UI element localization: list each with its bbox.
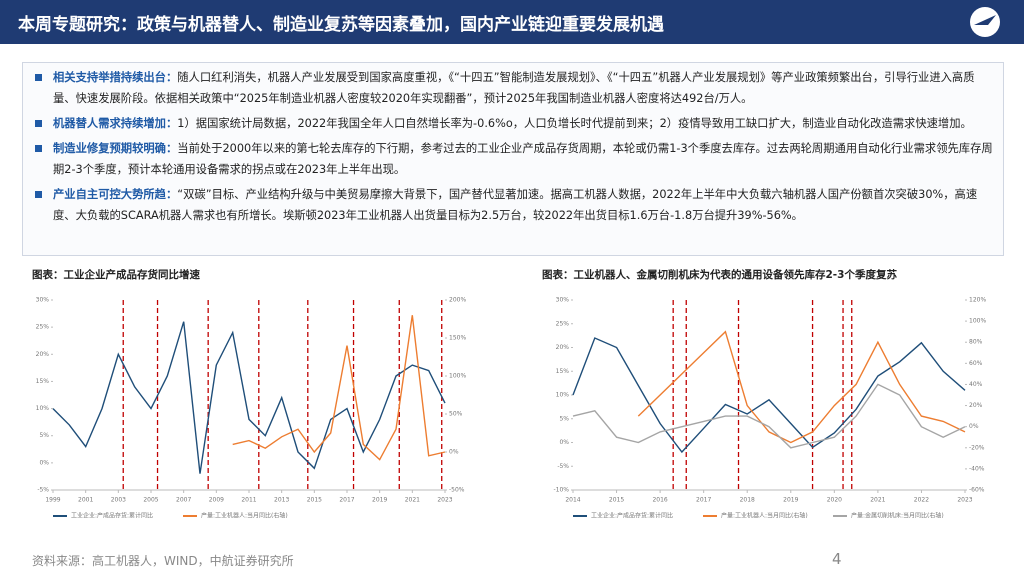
x-tick-label: 2005	[143, 497, 158, 504]
chart: -10% -5% 0% 5% 10% 15% 20% 25% 30% -60% -40% -20% 0%…	[553, 297, 986, 520]
x-tick-label: 2019	[783, 497, 798, 504]
y2-tick-label: -40%	[969, 465, 985, 472]
y2-tick-label: 40%	[969, 381, 983, 388]
page-number: 4	[832, 550, 842, 568]
y2-tick-label: 100%	[449, 373, 466, 380]
series-line	[52, 321, 446, 474]
y2-tick-label: -60%	[969, 487, 985, 494]
bullet: 相关支持举措持续出台：随人口红利消失，机器人产业发展受到国家高度重视，《“十四五…	[35, 67, 993, 109]
bullet-text: 随人口红利消失，机器人产业发展受到国家高度重视，《“十四五”智能制造发展规划》、…	[53, 71, 975, 105]
legend-label: 产量:工业机器人:当月同比(右轴)	[721, 512, 808, 520]
x-tick-label: 2021	[870, 497, 885, 504]
y-tick-label: 20%	[36, 351, 50, 358]
x-tick-label: 2023	[437, 497, 452, 504]
x-tick-label: 2007	[176, 497, 191, 504]
y2-tick-label: 120%	[969, 297, 986, 304]
title-bar: 本周专题研究：政策与机器替人、制造业复苏等因素叠加，国内产业链迎重要发展机遇	[0, 0, 1024, 44]
y-tick-label: 5%	[559, 415, 569, 422]
y2-tick-label: 50%	[449, 411, 463, 418]
chart-title: 图表：工业企业产成品存货同比增速	[32, 269, 200, 281]
bullet-text: 1）据国家统计局数据，2022年我国全年人口自然增长率为-0.6%o，人口负增长…	[177, 117, 972, 130]
y-tick-label: 15%	[36, 378, 50, 385]
bullet-heading: 制造业修复预期较明确：	[53, 142, 178, 155]
x-tick-label: 2017	[696, 497, 711, 504]
bullet-text: “双碳”目标、产业结构升级与中美贸易摩擦大背景下，国产替代显著加速。据高工机器人…	[53, 188, 978, 222]
x-tick-label: 1999	[45, 497, 60, 504]
series-line	[572, 337, 966, 454]
x-tick-label: 2001	[78, 497, 93, 504]
y-tick-label: 0%	[559, 439, 569, 446]
y-tick-label: 25%	[36, 324, 50, 331]
chart-title: 图表：工业机器人、金属切削机床为代表的通用设备领先库存2-3个季度复苏	[542, 269, 897, 281]
y-tick-label: 10%	[556, 392, 570, 399]
y-tick-label: 25%	[556, 320, 570, 327]
y-tick-label: -5%	[37, 487, 49, 494]
y2-tick-label: -50%	[449, 487, 465, 494]
source: 资料来源：高工机器人，WIND，中航证券研究所	[32, 554, 294, 568]
bullet-box: 相关支持举措持续出台：随人口红利消失，机器人产业发展受到国家高度重视，《“十四五…	[22, 62, 1004, 256]
y-tick-label: -5%	[557, 463, 569, 470]
bullet: 产业自主可控大势所趋：“双碳”目标、产业结构升级与中美贸易摩擦大背景下，国产替代…	[35, 184, 993, 226]
y-tick-label: 15%	[556, 368, 570, 375]
y2-tick-label: 200%	[449, 297, 466, 304]
y-tick-label: 30%	[556, 297, 570, 304]
x-tick-label: 2009	[209, 497, 224, 504]
y-tick-label: 20%	[556, 344, 570, 351]
x-tick-label: 2015	[307, 497, 322, 504]
series-line	[637, 330, 966, 444]
x-tick-label: 2017	[339, 497, 354, 504]
y2-tick-label: 80%	[969, 339, 983, 346]
x-tick-label: 2003	[111, 497, 126, 504]
legend-label: 产量:工业机器人:当月同比(右轴)	[201, 512, 288, 520]
legend-label: 产量:金属切削机床:当月同比(右轴)	[851, 512, 944, 520]
bullet-heading: 产业自主可控大势所趋：	[53, 188, 178, 201]
y-tick-label: 0%	[39, 459, 49, 466]
x-tick-label: 2020	[827, 497, 842, 504]
logo	[970, 7, 1000, 37]
series-line	[572, 383, 966, 449]
page-title: 本周专题研究：政策与机器替人、制造业复苏等因素叠加，国内产业链迎重要发展机遇	[18, 15, 664, 35]
bullet: 制造业修复预期较明确：当前处于2000年以来的第七轮去库存的下行期，参考过去的工…	[35, 138, 993, 180]
y-tick-label: 5%	[39, 432, 49, 439]
y2-tick-label: -20%	[969, 444, 985, 451]
x-tick-label: 2018	[740, 497, 755, 504]
y2-tick-label: 20%	[969, 402, 983, 409]
y-tick-label: 10%	[36, 405, 50, 412]
y-tick-label: -10%	[553, 487, 569, 494]
y2-tick-label: 150%	[449, 335, 466, 342]
series-line	[232, 315, 446, 461]
x-tick-label: 2011	[241, 497, 256, 504]
y2-tick-label: 60%	[969, 360, 983, 367]
x-tick-label: 2015	[609, 497, 624, 504]
x-tick-label: 2022	[914, 497, 929, 504]
x-tick-label: 2014	[565, 497, 580, 504]
bullet-heading: 相关支持举措持续出台：	[53, 71, 178, 84]
y2-tick-label: 0%	[449, 449, 459, 456]
x-tick-label: 2016	[652, 497, 667, 504]
x-tick-label: 2023	[957, 497, 972, 504]
chart: -5% 0% 5% 10% 15% 20% 25% 30% -50% 0% 50% 100% 150% 2…	[36, 297, 467, 520]
y2-tick-label: 0%	[969, 423, 979, 430]
bullet-heading: 机器替人需求持续增加：	[53, 117, 178, 130]
x-tick-label: 2013	[274, 497, 289, 504]
legend-label: 工业企业:产成品存货:累计同比	[71, 512, 153, 520]
y2-tick-label: 100%	[969, 318, 986, 325]
y-tick-label: 30%	[36, 297, 50, 304]
bullet: 机器替人需求持续增加：1）据国家统计局数据，2022年我国全年人口自然增长率为-…	[35, 113, 993, 134]
x-tick-label: 2019	[372, 497, 387, 504]
bullet-text: 当前处于2000年以来的第七轮去库存的下行期，参考过去的工业企业产成品存货周期，…	[53, 142, 993, 176]
legend-label: 工业企业:产成品存货:累计同比	[591, 512, 673, 520]
x-tick-label: 2021	[405, 497, 420, 504]
